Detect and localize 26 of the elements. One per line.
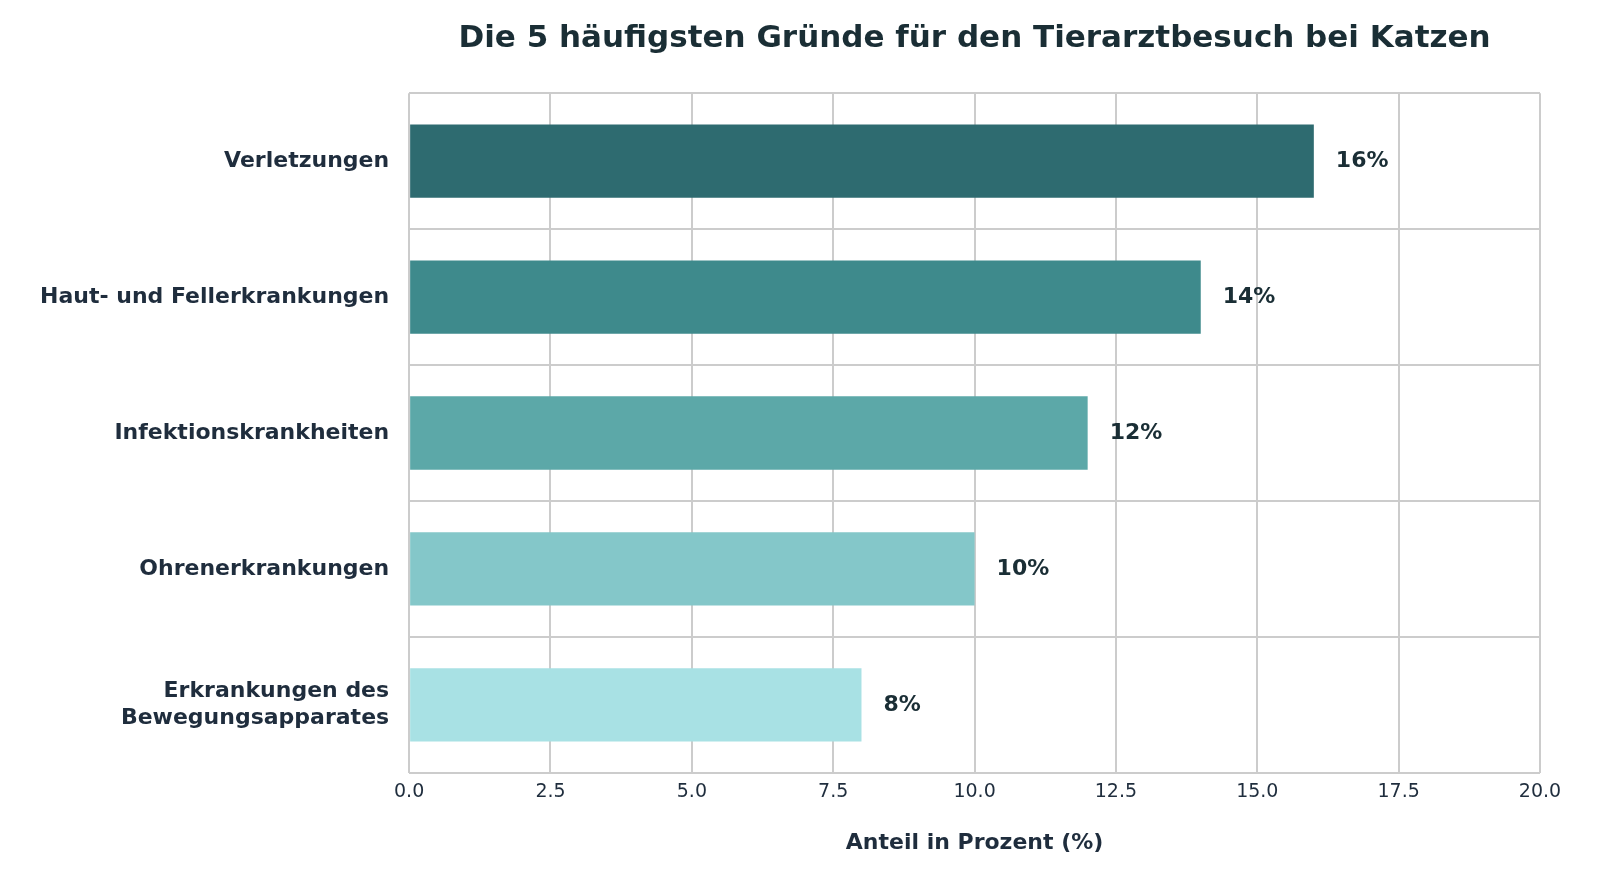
x-tick-label: 12.5	[1094, 779, 1138, 802]
y-tick-label: Haut- und Fellerkrankungen	[39, 282, 390, 308]
bar	[410, 668, 862, 742]
x-axis-title: Anteil in Prozent (%)	[845, 828, 1104, 854]
chart-title: Die 5 häufigsten Gründe für den Tierarztbesuch bei Katzen	[458, 17, 1491, 54]
y-tick-label: Ohrenerkrankungen	[139, 554, 390, 580]
x-tick-label: 0.0	[394, 779, 425, 802]
bar	[410, 396, 1088, 470]
bar	[410, 124, 1314, 198]
bar	[410, 532, 975, 606]
x-tick-label: 15.0	[1236, 779, 1279, 802]
x-tick-label: 5.0	[676, 779, 707, 802]
data-label: 12%	[1109, 418, 1163, 444]
bar	[410, 260, 1201, 334]
x-tick-label: 2.5	[535, 779, 566, 802]
y-tick-label: Erkrankungen des Bewegungsapparates	[120, 677, 390, 729]
x-tick-label: 10.0	[953, 779, 996, 802]
y-tick-label: Verletzungen	[224, 146, 390, 172]
data-label: 14%	[1222, 282, 1276, 308]
x-tick-label: 20.0	[1518, 779, 1562, 802]
y-tick-label: Infektionskrankheiten	[114, 418, 390, 444]
data-label: 8%	[883, 690, 921, 716]
x-tick-label: 7.5	[818, 779, 849, 802]
x-tick-label: 17.5	[1377, 779, 1420, 802]
data-label: 10%	[996, 554, 1050, 580]
data-label: 16%	[1335, 146, 1389, 172]
